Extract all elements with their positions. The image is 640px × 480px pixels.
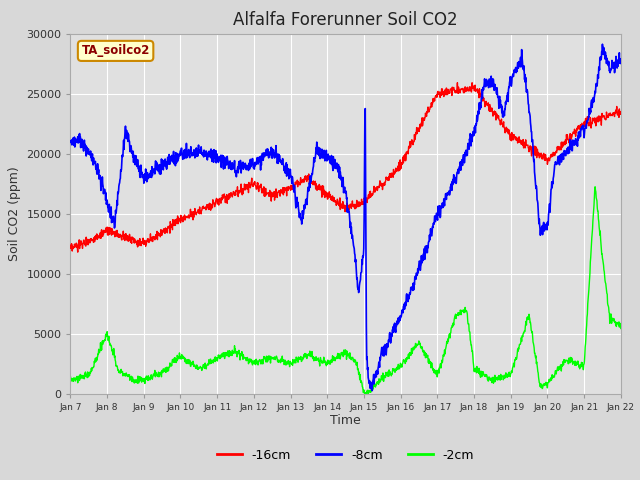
Text: TA_soilco2: TA_soilco2 (81, 44, 150, 58)
Y-axis label: Soil CO2 (ppm): Soil CO2 (ppm) (8, 166, 20, 261)
Title: Alfalfa Forerunner Soil CO2: Alfalfa Forerunner Soil CO2 (234, 11, 458, 29)
Legend: -16cm, -8cm, -2cm: -16cm, -8cm, -2cm (212, 444, 479, 467)
X-axis label: Time: Time (330, 414, 361, 427)
